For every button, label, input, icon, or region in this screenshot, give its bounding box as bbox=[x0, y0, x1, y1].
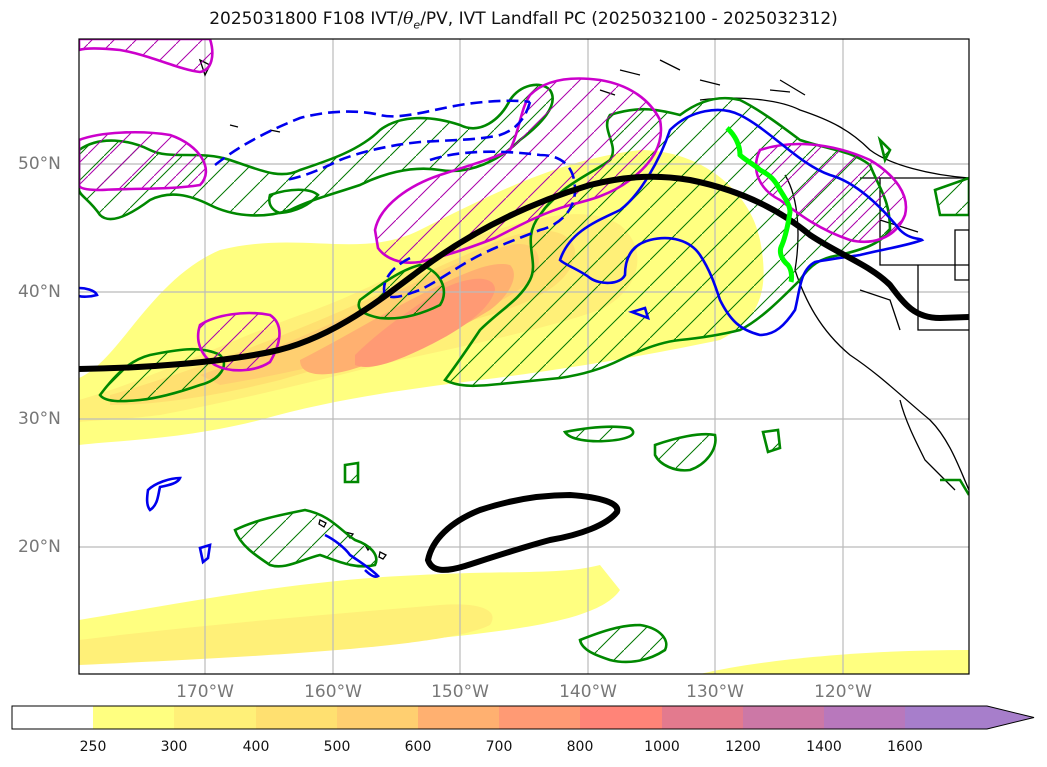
colorbar-tick-label: 250 bbox=[79, 739, 107, 755]
colorbar-extend-arrow bbox=[905, 706, 1034, 729]
colorbar-segment bbox=[174, 706, 256, 729]
lon-label-130w: 130°W bbox=[686, 682, 744, 702]
ivt-300-south bbox=[79, 604, 493, 665]
map-title: 2025031800 F108 IVT/θe/PV, IVT Landfall … bbox=[209, 9, 838, 32]
colorbar-tick-label: 400 bbox=[242, 739, 270, 755]
lon-label-160w: 160°W bbox=[304, 682, 362, 702]
colorbar-tick-label: 1200 bbox=[725, 739, 761, 755]
lat-label-50n: 50°N bbox=[18, 154, 61, 174]
pv-region-top bbox=[79, 39, 214, 74]
theta-e-solid-east bbox=[558, 108, 925, 337]
jet-closed-contour bbox=[424, 491, 621, 573]
theta-e-contours bbox=[79, 99, 925, 578]
lon-label-170w: 170°W bbox=[176, 682, 234, 702]
landfall-small-region-6 bbox=[940, 478, 969, 496]
colorbar-segment bbox=[12, 706, 93, 729]
map-frame bbox=[78, 38, 970, 675]
theta-e-small-2 bbox=[627, 306, 650, 321]
colorbar-segment bbox=[337, 706, 418, 729]
colorbar-tick-label: 600 bbox=[404, 739, 432, 755]
jet-main-contour bbox=[79, 173, 969, 372]
landfall-mid-region-2 bbox=[653, 432, 717, 472]
landfall-small-region-1 bbox=[268, 188, 320, 215]
landfall-hawaii-region bbox=[233, 508, 378, 568]
colorbar-tick-label: 300 bbox=[160, 739, 188, 755]
colorbar-segment bbox=[580, 706, 662, 729]
lon-label-120w: 120°W bbox=[814, 682, 872, 702]
colorbar-tick-label: 1000 bbox=[644, 739, 680, 755]
pv-contours bbox=[79, 39, 908, 372]
colorbar-segment bbox=[418, 706, 499, 729]
lat-label-40n: 40°N bbox=[18, 282, 61, 302]
theta-e-west bbox=[79, 286, 99, 298]
landfall-small-region-3 bbox=[343, 461, 360, 484]
colorbar-segment bbox=[743, 706, 824, 729]
colorbar bbox=[11, 705, 1035, 730]
landfall-central-pac bbox=[357, 263, 446, 320]
theta-e-dashed bbox=[214, 99, 577, 299]
colorbar-outline bbox=[11, 705, 1035, 730]
pv-region-main bbox=[373, 77, 663, 264]
landfall-small-region-5 bbox=[933, 176, 969, 217]
jet-contours bbox=[79, 173, 969, 573]
colorbar-segment bbox=[662, 706, 743, 729]
colorbar-segment bbox=[256, 706, 337, 729]
lon-label-140w: 140°W bbox=[559, 682, 617, 702]
landfall-small-region-4 bbox=[877, 135, 892, 164]
colorbar-segment bbox=[93, 706, 174, 729]
colorbar-tick-label: 700 bbox=[485, 739, 513, 755]
theta-e-small bbox=[198, 543, 212, 565]
landfall-small-region-2 bbox=[761, 428, 782, 454]
colorbar-segment bbox=[499, 706, 580, 729]
lat-label-30n: 30°N bbox=[18, 409, 61, 429]
landfall-mid-region bbox=[562, 425, 635, 443]
ivt-250-bottom-right bbox=[700, 650, 969, 674]
colorbar-tick-label: 1600 bbox=[887, 739, 923, 755]
lat-label-20n: 20°N bbox=[18, 537, 61, 557]
colorbar-tick-label: 500 bbox=[323, 739, 351, 755]
landfall-highlight bbox=[725, 126, 795, 283]
lon-label-150w: 150°W bbox=[431, 682, 489, 702]
theta-e-southwest bbox=[145, 476, 182, 512]
pv-region-east bbox=[754, 142, 908, 244]
pv-region-northwest bbox=[79, 130, 208, 192]
colorbar-segment bbox=[824, 706, 905, 729]
colorbar-tick-label: 800 bbox=[566, 739, 594, 755]
colorbar-tick-label: 1400 bbox=[806, 739, 842, 755]
theta-e-hawaii bbox=[324, 533, 381, 578]
landfall-south-region bbox=[578, 623, 668, 664]
